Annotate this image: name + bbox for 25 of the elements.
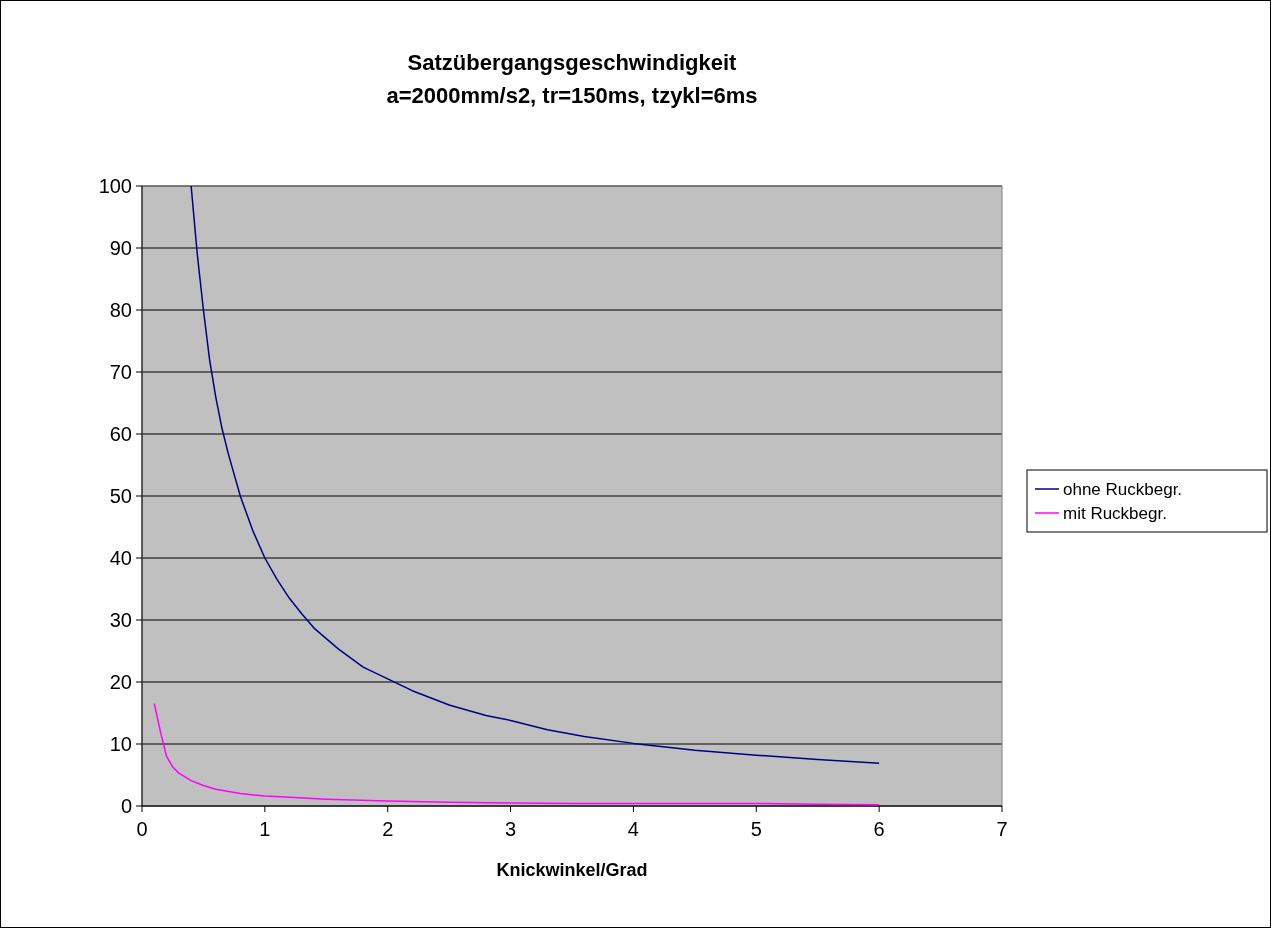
- y-tick-label: 90: [109, 237, 132, 259]
- y-tick-label: 40: [109, 547, 132, 569]
- y-tick-label: 100: [98, 175, 132, 197]
- y-tick-label: 80: [109, 299, 132, 321]
- x-tick-label: 4: [627, 818, 639, 840]
- legend-label: mit Ruckbegr.: [1063, 503, 1167, 523]
- line-series: [153, 702, 880, 806]
- x-tick-label: 7: [996, 818, 1008, 840]
- y-tick-label: 10: [109, 733, 132, 755]
- x-tick-label: 6: [873, 818, 885, 840]
- legend-label: ohne Ruckbegr.: [1063, 479, 1183, 499]
- y-tick-label: 50: [109, 485, 132, 507]
- x-tick-label: 0: [136, 818, 148, 840]
- y-tick-label: 70: [109, 361, 132, 383]
- y-tick-label: 20: [109, 671, 132, 693]
- x-tick-label: 2: [382, 818, 394, 840]
- x-tick-label: 5: [750, 818, 762, 840]
- y-tick-label: 30: [109, 609, 132, 631]
- x-axis-title: Knickwinkel/Grad: [496, 860, 648, 880]
- x-tick-label: 3: [505, 818, 517, 840]
- line-series: [190, 185, 880, 764]
- chart-title: Satzübergangsgeschwindigkeit a=2000mm/s2, tr=150ms, tzykl=6ms: [386, 50, 758, 108]
- x-tick-label: 1: [259, 818, 271, 840]
- y-tick-label: 60: [109, 423, 132, 445]
- y-tick-label: 0: [120, 795, 132, 817]
